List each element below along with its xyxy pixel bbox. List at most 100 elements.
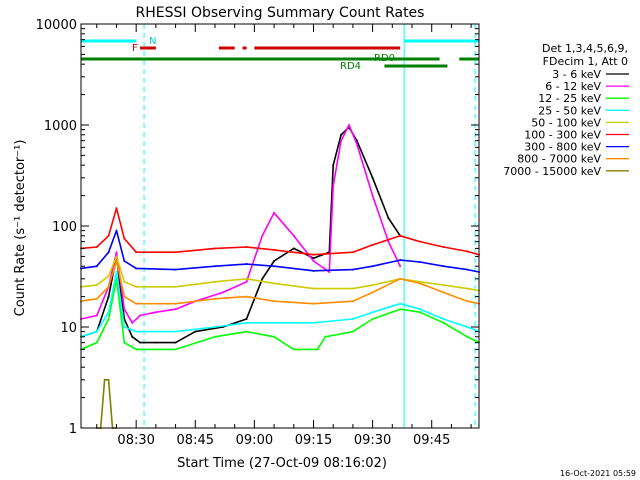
series-line — [80, 260, 480, 305]
data-point — [387, 240, 390, 243]
data-point — [107, 378, 110, 381]
data-point — [273, 248, 276, 251]
data-point — [371, 291, 374, 294]
data-point — [95, 284, 98, 287]
data-point — [312, 287, 315, 290]
legend-header: FDecim 1, Att 0 — [543, 55, 628, 68]
data-point — [273, 321, 276, 324]
legend-entry-label: 100 - 300 keV — [524, 129, 601, 142]
flag-label-rd0: RD0 — [374, 53, 395, 64]
data-point — [123, 280, 126, 283]
data-point — [418, 311, 421, 314]
data-point — [107, 295, 110, 298]
x-tick-label: 08:30 — [117, 433, 154, 448]
data-point — [399, 259, 402, 262]
data-point — [261, 234, 264, 237]
data-point — [351, 330, 354, 333]
data-point — [131, 321, 134, 324]
legend-entry-label: 25 - 50 keV — [538, 104, 601, 117]
data-point — [95, 314, 98, 317]
data-point — [154, 341, 157, 344]
flag-label-n: N — [149, 36, 156, 47]
data-point — [139, 314, 142, 317]
data-point — [347, 124, 350, 126]
data-point — [95, 341, 98, 344]
data-point — [115, 260, 118, 263]
data-point — [312, 257, 315, 260]
data-point — [312, 321, 315, 324]
data-point — [399, 277, 402, 280]
data-point — [95, 330, 98, 333]
flag-label-f: F — [132, 43, 138, 54]
data-point — [174, 302, 177, 305]
series-line — [96, 378, 117, 429]
data-point — [131, 335, 134, 338]
data-point — [324, 335, 327, 338]
data-point — [418, 308, 421, 311]
chart-title: RHESSI Observing Summary Count Rates — [136, 5, 425, 21]
data-point — [123, 341, 126, 344]
data-point — [213, 247, 216, 250]
data-point — [312, 302, 315, 305]
data-point — [418, 240, 421, 243]
data-point — [194, 330, 197, 333]
x-tick-label: 09:45 — [413, 433, 450, 448]
legend-entry-label: 800 - 7000 keV — [517, 153, 601, 166]
data-point — [245, 280, 248, 283]
y-tick-label: 1 — [69, 422, 77, 437]
legend-entry-label: 50 - 100 keV — [531, 116, 601, 129]
data-point — [351, 300, 354, 303]
data-point — [466, 335, 469, 338]
legend-entry-label: 3 - 6 keV — [552, 68, 601, 81]
series-line — [80, 126, 401, 344]
data-point — [135, 348, 138, 351]
data-point — [174, 348, 177, 351]
data-point — [312, 269, 315, 272]
data-point — [245, 318, 248, 321]
data-point — [135, 302, 138, 305]
data-point — [174, 251, 177, 254]
series-line — [80, 277, 480, 351]
data-point — [399, 265, 402, 268]
data-point — [174, 285, 177, 288]
data-point — [418, 261, 421, 264]
data-point — [123, 237, 126, 240]
data-point — [273, 335, 276, 338]
legend-entry-label: 7000 - 15000 keV — [503, 165, 601, 178]
legend-entry-label: 6 - 12 keV — [545, 80, 601, 93]
data-point — [174, 268, 177, 271]
data-point — [332, 184, 335, 187]
data-point — [123, 260, 126, 263]
data-point — [332, 164, 335, 167]
data-point — [115, 271, 118, 274]
data-point — [466, 287, 469, 290]
data-point — [371, 176, 374, 179]
x-tick-label: 09:30 — [354, 433, 391, 448]
data-point — [107, 311, 110, 314]
data-point — [213, 335, 216, 338]
x-axis-label: Start Time (27-Oct-09 08:16:02) — [177, 456, 387, 471]
series-line — [80, 207, 480, 256]
data-point — [442, 265, 445, 268]
data-point — [245, 295, 248, 298]
data-point — [466, 250, 469, 253]
series-line — [80, 124, 401, 324]
data-point — [399, 302, 402, 305]
data-point — [466, 326, 469, 328]
data-point — [351, 318, 354, 321]
data-point — [115, 251, 118, 254]
data-point — [107, 285, 110, 288]
data-point — [245, 330, 248, 333]
data-point — [213, 265, 216, 268]
x-tick-label: 09:00 — [236, 433, 273, 448]
data-point — [273, 211, 276, 214]
data-point — [371, 194, 374, 197]
data-point — [351, 287, 354, 290]
data-point — [103, 378, 106, 381]
legend-entry-label: 12 - 25 keV — [538, 92, 601, 105]
data-point — [371, 243, 374, 246]
data-point — [245, 277, 248, 280]
data-point — [174, 330, 177, 333]
data-point — [213, 297, 216, 300]
legend: Det 1,3,4,5,6,9,FDecim 1, Att 03 - 6 keV… — [503, 42, 629, 178]
